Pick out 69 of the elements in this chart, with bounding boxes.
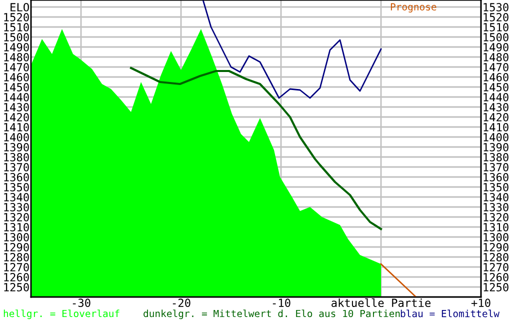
y2-tick-label: 1300 <box>484 233 508 242</box>
y-tick-label: 1430 <box>4 103 29 112</box>
y-tick-label: 1340 <box>4 193 29 202</box>
y-tick-label: 1350 <box>4 183 29 192</box>
y2-tick-label: 1410 <box>484 123 508 132</box>
y2-tick-label: 1380 <box>484 153 508 162</box>
x-tick-label: +10 <box>471 298 490 308</box>
y2-tick-label: 1370 <box>484 163 508 172</box>
y2-tick-label: 1490 <box>484 43 508 52</box>
y2-tick-label: 1250 <box>484 283 508 292</box>
y2-tick-label: 1270 <box>484 263 508 272</box>
y2-tick-label: 1290 <box>484 243 508 252</box>
x-tick-label: -20 <box>172 298 190 308</box>
y2-tick-label: 1320 <box>484 213 508 222</box>
y2-tick-label: 1310 <box>484 223 508 232</box>
y-tick-label: 1520 <box>4 13 29 22</box>
text: Prognose <box>390 3 436 12</box>
x-tick-label: aktuelle Partie <box>332 298 431 308</box>
y2-tick-label: 1360 <box>484 173 508 182</box>
y-tick-label: 1260 <box>4 273 29 282</box>
y2-tick-label: 1430 <box>484 103 508 112</box>
y2-tick-label: 1470 <box>484 63 508 72</box>
y-tick-label: 1440 <box>4 93 29 102</box>
x-tick-label: -10 <box>272 298 290 308</box>
y2-tick-label: 1350 <box>484 183 508 192</box>
y-tick-label: 1460 <box>4 73 29 82</box>
line-series <box>130 66 382 230</box>
y-tick-label: 1500 <box>4 33 29 42</box>
text: dunkelgr. = Mittelwert d. Elo aus 10 Partien <box>144 310 400 320</box>
y2-tick-label: 1530 <box>484 3 508 12</box>
series-label: hellgr. = Eloverlauf <box>4 310 120 320</box>
y2-tick-label: 1520 <box>484 13 508 22</box>
y-tick-label: 1330 <box>4 203 29 212</box>
y2-tick-label: 1390 <box>484 143 508 152</box>
y2-tick-label: 1330 <box>484 203 508 212</box>
y2-tick-label: 1260 <box>484 273 508 282</box>
y2-tick-label: 1280 <box>484 253 508 262</box>
y-tick-label: 1290 <box>4 243 29 252</box>
y-tick-label: 1470 <box>4 63 29 72</box>
y-tick-label: 1490 <box>4 43 29 52</box>
y-tick-label: 1300 <box>4 233 29 242</box>
y2-tick-label: 1440 <box>484 93 508 102</box>
y2-tick-label: 1480 <box>484 53 508 62</box>
y2-tick-label: 1510 <box>484 23 508 32</box>
y-tick-label: ELO <box>10 3 29 12</box>
y-tick-label: 1480 <box>4 53 29 62</box>
y-tick-label: 1320 <box>4 213 29 222</box>
y-tick-label: 1380 <box>4 153 29 162</box>
y-tick-label: 1280 <box>4 253 29 262</box>
y-tick-label: 1390 <box>4 143 29 152</box>
line-series <box>202 0 382 99</box>
y2-tick-label: 1340 <box>484 193 508 202</box>
y-tick-label: 1370 <box>4 163 29 172</box>
y-tick-label: 1510 <box>4 23 29 32</box>
y-tick-label: 1310 <box>4 223 29 232</box>
y2-tick-label: 1500 <box>484 33 508 42</box>
y-tick-label: 1250 <box>4 283 29 292</box>
y-tick-label: 1410 <box>4 123 29 132</box>
y-tick-label: 1400 <box>4 133 29 142</box>
x-tick-label: -30 <box>72 298 90 308</box>
y2-tick-label: 1420 <box>484 113 508 122</box>
y2-tick-label: 1450 <box>484 83 508 92</box>
y2-tick-label: 1400 <box>484 133 508 142</box>
y-tick-label: 1360 <box>4 173 29 182</box>
text: blau = Elomittelw <box>400 310 500 318</box>
y-tick-label: 1450 <box>4 83 29 92</box>
y-tick-label: 1270 <box>4 263 29 272</box>
y2-tick-label: 1460 <box>484 73 508 82</box>
y-tick-label: 1420 <box>4 113 29 122</box>
